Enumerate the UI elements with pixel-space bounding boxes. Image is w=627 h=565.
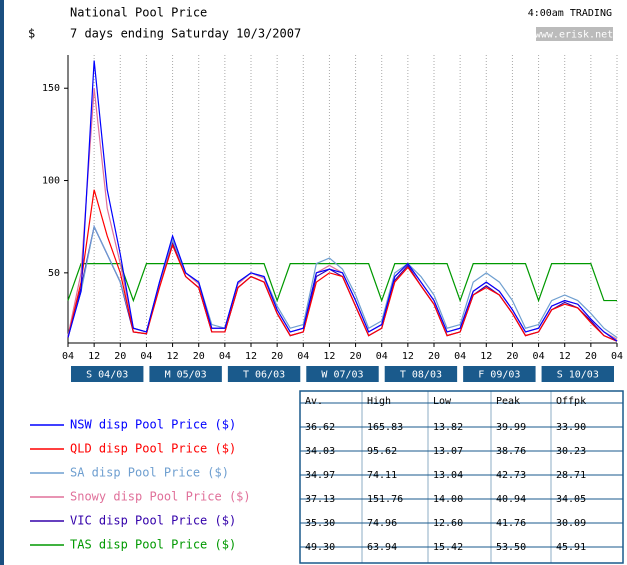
table-cell: 165.83 bbox=[367, 422, 403, 433]
table-header: High bbox=[367, 396, 391, 407]
table-cell: 40.94 bbox=[496, 494, 526, 505]
site-note: www.erisk.net bbox=[535, 30, 613, 41]
day-label: M 05/03 bbox=[165, 370, 207, 381]
day-label: F 09/03 bbox=[478, 370, 520, 381]
x-tick-label: 20 bbox=[271, 351, 283, 362]
day-band bbox=[384, 366, 458, 382]
table-header: Av. bbox=[305, 396, 323, 407]
x-tick-label: 04 bbox=[376, 351, 388, 362]
day-label: T 08/03 bbox=[400, 370, 442, 381]
x-tick-label: 04 bbox=[62, 351, 74, 362]
x-tick-label: 12 bbox=[323, 351, 335, 362]
table-cell: 45.91 bbox=[556, 542, 586, 553]
table-header: Peak bbox=[496, 396, 520, 407]
x-tick-label: 04 bbox=[297, 351, 309, 362]
x-tick-label: 04 bbox=[454, 351, 466, 362]
x-tick-label: 20 bbox=[350, 351, 362, 362]
x-tick-label: 12 bbox=[480, 351, 492, 362]
day-band bbox=[306, 366, 379, 382]
x-tick-label: 04 bbox=[611, 351, 623, 362]
x-tick-label: 12 bbox=[245, 351, 257, 362]
table-cell: 13.82 bbox=[433, 422, 463, 433]
site-badge bbox=[536, 27, 613, 41]
series-line bbox=[67, 88, 618, 340]
table-cell: 14.00 bbox=[433, 494, 463, 505]
table-cell: 34.05 bbox=[556, 494, 586, 505]
y-axis-label: $ bbox=[28, 27, 35, 41]
legend-label: NSW disp Pool Price ($) bbox=[70, 418, 236, 432]
x-tick-label: 20 bbox=[114, 351, 126, 362]
table-cell: 13.04 bbox=[433, 470, 463, 481]
table-cell: 30.23 bbox=[556, 446, 586, 457]
table-cell: 74.11 bbox=[367, 470, 397, 481]
table-cell: 42.73 bbox=[496, 470, 526, 481]
trading-note: 4:00am TRADING bbox=[528, 8, 612, 19]
day-band bbox=[541, 366, 614, 382]
x-tick-label: 12 bbox=[167, 351, 179, 362]
x-tick-label: 12 bbox=[559, 351, 571, 362]
table-cell: 74.96 bbox=[367, 518, 397, 529]
day-label: T 06/03 bbox=[243, 370, 285, 381]
series-line bbox=[67, 263, 617, 303]
table-header: Offpk bbox=[556, 396, 586, 407]
x-tick-label: 12 bbox=[402, 351, 414, 362]
table-cell: 34.03 bbox=[305, 446, 335, 457]
y-tick-label: 150 bbox=[42, 83, 60, 94]
table-cell: 13.07 bbox=[433, 446, 463, 457]
legend-label: Snowy disp Pool Price ($) bbox=[70, 490, 251, 504]
chart-title: National Pool Price bbox=[70, 6, 207, 20]
x-tick-label: 20 bbox=[193, 351, 205, 362]
table-cell: 12.60 bbox=[433, 518, 463, 529]
x-tick-label: 12 bbox=[88, 351, 100, 362]
day-band bbox=[71, 366, 144, 382]
y-tick-label: 100 bbox=[42, 176, 60, 187]
day-band bbox=[463, 366, 536, 382]
day-label: S 04/03 bbox=[86, 370, 128, 381]
x-tick-label: 20 bbox=[585, 351, 597, 362]
table-cell: 33.90 bbox=[556, 422, 586, 433]
x-tick-label: 20 bbox=[428, 351, 440, 362]
table-header: Low bbox=[433, 396, 452, 407]
legend-label: TAS disp Pool Price ($) bbox=[70, 538, 236, 552]
x-tick-label: 04 bbox=[219, 351, 231, 362]
x-tick-label: 04 bbox=[140, 351, 152, 362]
table-cell: 41.76 bbox=[496, 518, 526, 529]
chart-subtitle: 7 days ending Saturday 10/3/2007 bbox=[70, 27, 301, 41]
table-cell: 34.97 bbox=[305, 470, 335, 481]
table-cell: 28.71 bbox=[556, 470, 586, 481]
table-cell: 53.50 bbox=[496, 542, 526, 553]
table-cell: 63.94 bbox=[367, 542, 397, 553]
x-tick-label: 04 bbox=[533, 351, 545, 362]
table-frame bbox=[299, 390, 624, 564]
series-line bbox=[67, 60, 618, 342]
table-cell: 95.62 bbox=[367, 446, 397, 457]
legend-label: SA disp Pool Price ($) bbox=[70, 466, 229, 480]
table-cell: 36.62 bbox=[305, 422, 335, 433]
table-cell: 30.09 bbox=[556, 518, 586, 529]
table-cell: 38.76 bbox=[496, 446, 526, 457]
day-band bbox=[227, 366, 301, 382]
x-tick-label: 20 bbox=[506, 351, 518, 362]
table-cell: 37.13 bbox=[305, 494, 335, 505]
legend-label: VIC disp Pool Price ($) bbox=[70, 514, 236, 528]
series-line bbox=[67, 224, 618, 342]
table-cell: 15.42 bbox=[433, 542, 463, 553]
day-label: S 10/03 bbox=[557, 370, 599, 381]
y-tick-label: 50 bbox=[48, 268, 60, 279]
table-cell: 35.30 bbox=[305, 518, 335, 529]
legend-label: QLD disp Pool Price ($) bbox=[70, 442, 236, 456]
table-cell: 49.30 bbox=[305, 542, 335, 553]
table-cell: 39.99 bbox=[496, 422, 526, 433]
table-cell: 151.76 bbox=[367, 494, 403, 505]
day-band bbox=[149, 366, 222, 382]
day-label: W 07/03 bbox=[321, 370, 363, 381]
left-bar bbox=[0, 0, 4, 565]
series-line bbox=[67, 189, 618, 342]
